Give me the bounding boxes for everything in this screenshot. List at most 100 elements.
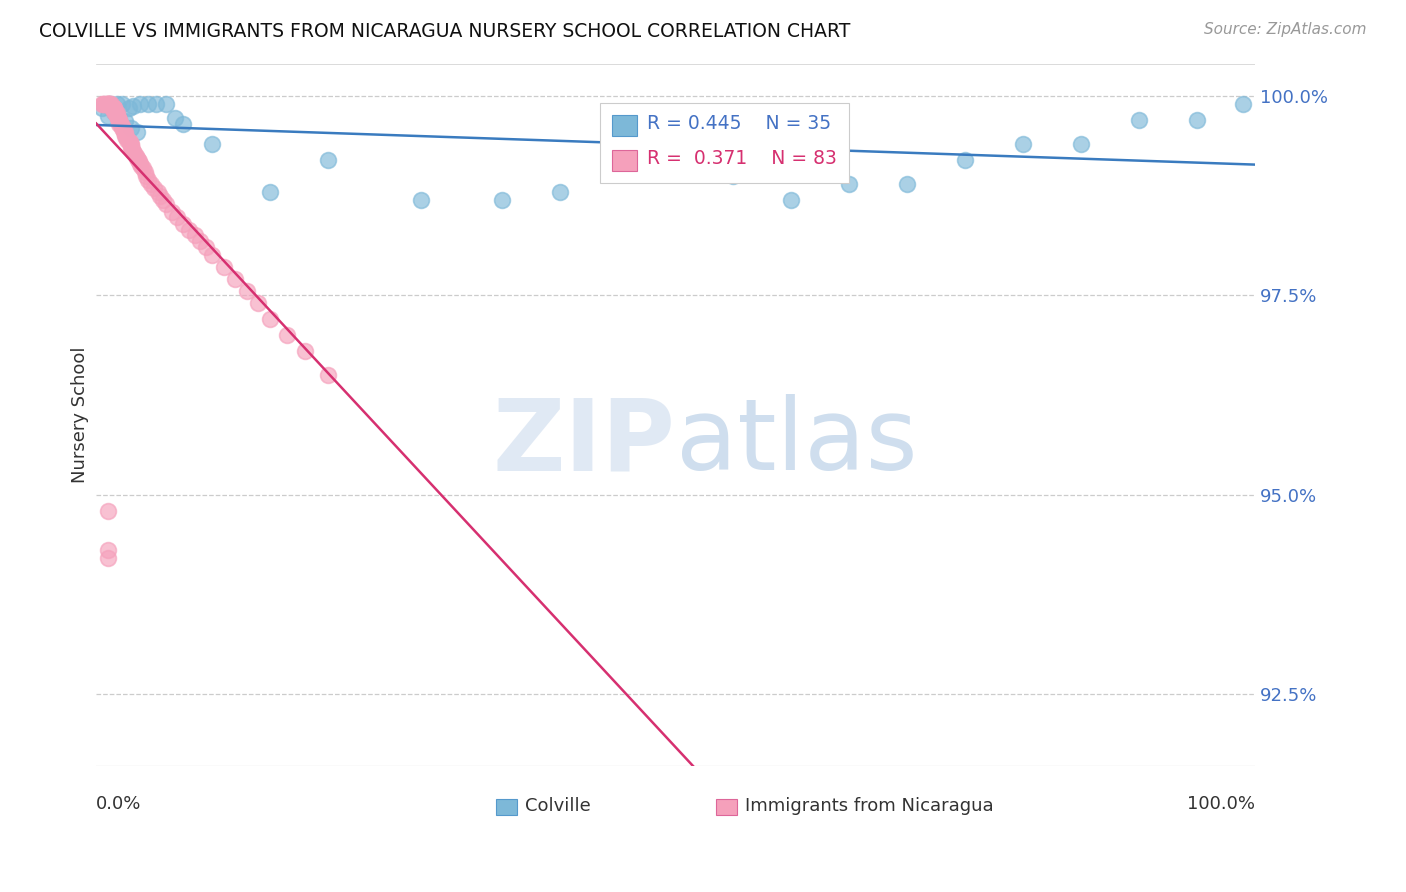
Point <box>491 193 513 207</box>
Point <box>120 141 142 155</box>
Point <box>155 97 177 112</box>
Point <box>143 180 166 194</box>
Point <box>953 153 976 167</box>
Text: R =  0.371    N = 83: R = 0.371 N = 83 <box>647 149 837 169</box>
Point <box>108 114 131 128</box>
Point <box>98 97 121 112</box>
Point <box>98 97 121 112</box>
Point <box>108 112 131 127</box>
Point <box>101 101 124 115</box>
Point <box>145 97 167 112</box>
Point <box>105 106 128 120</box>
Point <box>236 285 259 299</box>
Point <box>134 164 156 178</box>
Point <box>1012 136 1035 151</box>
Point <box>1128 112 1150 127</box>
FancyBboxPatch shape <box>600 103 849 184</box>
Point <box>172 217 194 231</box>
Point <box>118 135 141 149</box>
Text: Colville: Colville <box>524 797 591 815</box>
Point <box>146 185 169 199</box>
Point <box>117 133 139 147</box>
Point <box>124 146 146 161</box>
Point <box>177 223 200 237</box>
Point <box>111 120 134 134</box>
Text: COLVILLE VS IMMIGRANTS FROM NICARAGUA NURSERY SCHOOL CORRELATION CHART: COLVILLE VS IMMIGRANTS FROM NICARAGUA NU… <box>39 22 851 41</box>
Point <box>155 196 177 211</box>
Point <box>120 136 142 151</box>
Point <box>97 97 120 112</box>
Point <box>100 98 122 112</box>
Point <box>97 97 120 112</box>
Point <box>276 328 298 343</box>
Point <box>91 97 114 112</box>
Point <box>103 104 125 119</box>
Point <box>91 101 114 115</box>
Point <box>112 125 135 139</box>
Point <box>1185 112 1208 127</box>
Point <box>838 177 860 191</box>
Text: Source: ZipAtlas.com: Source: ZipAtlas.com <box>1204 22 1367 37</box>
Point <box>114 125 136 139</box>
Point <box>152 193 174 207</box>
Point <box>105 97 128 112</box>
Y-axis label: Nursery School: Nursery School <box>72 347 89 483</box>
Point <box>896 177 918 191</box>
FancyBboxPatch shape <box>612 115 637 136</box>
Point <box>664 136 686 151</box>
Point <box>149 188 172 202</box>
Point <box>103 101 125 115</box>
Point <box>93 97 115 112</box>
Point <box>139 177 162 191</box>
Text: ZIP: ZIP <box>492 394 675 491</box>
Point <box>100 97 122 112</box>
Point <box>224 272 246 286</box>
Point <box>1070 136 1092 151</box>
Point <box>780 193 803 207</box>
Text: R = 0.445    N = 35: R = 0.445 N = 35 <box>647 114 831 133</box>
Point <box>163 112 186 126</box>
Point <box>97 97 120 112</box>
Point <box>97 97 120 112</box>
Point <box>108 117 131 131</box>
Point <box>1232 97 1254 112</box>
Point <box>98 97 121 112</box>
Point <box>212 260 235 275</box>
Point <box>97 97 120 112</box>
Point <box>118 135 141 149</box>
Point <box>97 109 120 123</box>
Point <box>247 296 270 310</box>
Point <box>108 112 131 127</box>
Point <box>105 109 128 123</box>
Point <box>110 119 132 133</box>
Point <box>121 142 143 156</box>
Point <box>114 128 136 143</box>
Point <box>129 157 152 171</box>
Point <box>105 109 128 123</box>
Point <box>160 204 183 219</box>
Point <box>127 153 149 167</box>
FancyBboxPatch shape <box>716 799 737 814</box>
Point <box>111 120 134 135</box>
Point <box>128 154 150 169</box>
Point <box>129 97 152 112</box>
Point <box>131 161 153 175</box>
Text: 0.0%: 0.0% <box>96 795 142 814</box>
Point <box>172 117 194 131</box>
Point <box>97 503 120 517</box>
Point <box>103 101 125 115</box>
Text: atlas: atlas <box>675 394 917 491</box>
Point <box>111 122 134 136</box>
Point <box>115 130 138 145</box>
Point <box>114 114 136 128</box>
Point <box>104 106 127 120</box>
Point <box>294 344 316 359</box>
Point <box>166 210 188 224</box>
Point <box>107 112 129 126</box>
Point <box>97 551 120 566</box>
Point <box>548 185 571 199</box>
Point <box>103 104 125 119</box>
Point <box>124 149 146 163</box>
Point <box>409 193 432 207</box>
Point <box>120 120 142 135</box>
